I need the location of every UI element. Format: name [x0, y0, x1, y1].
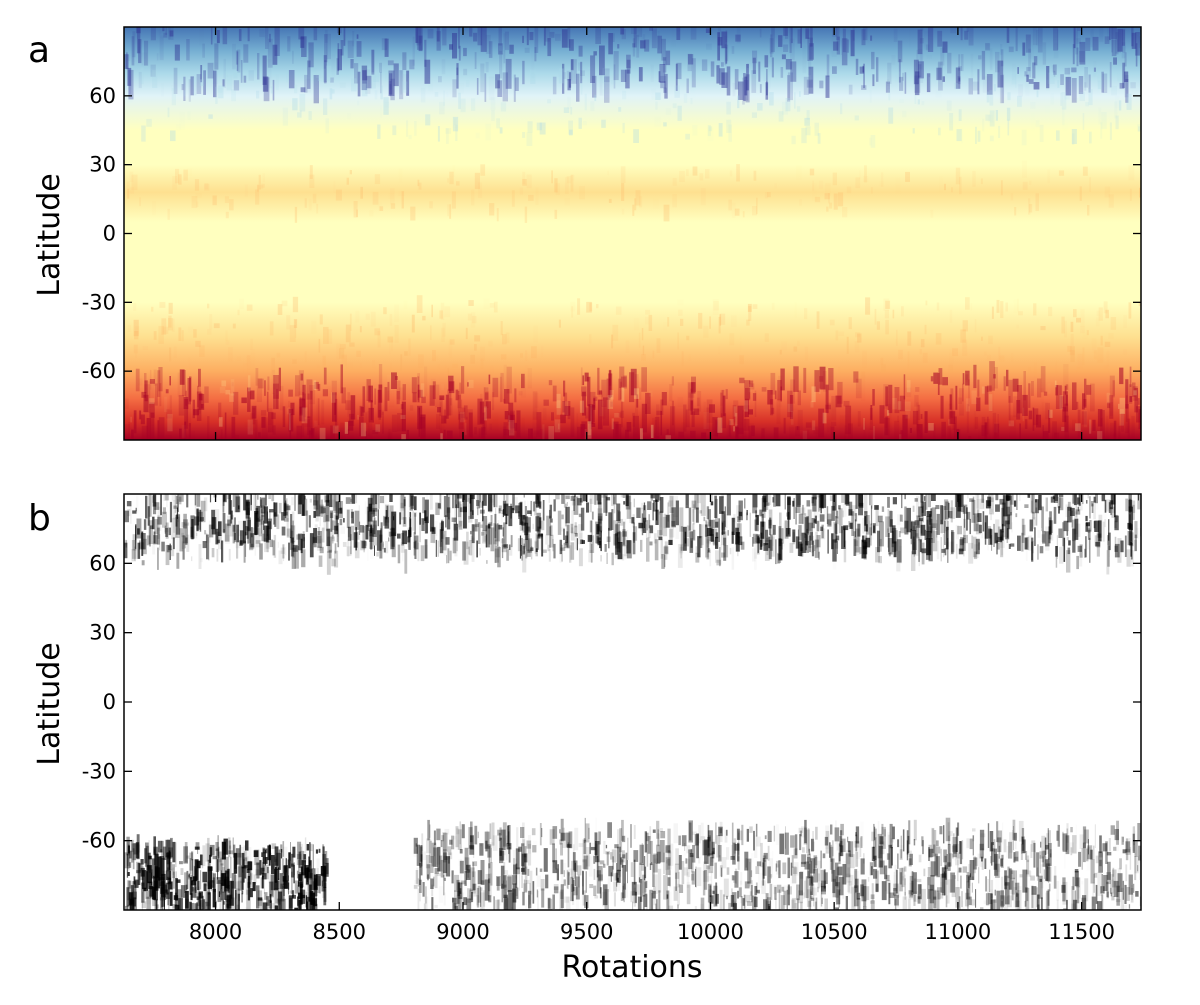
- x-tick-label: 11000: [924, 920, 991, 944]
- x-tick-label: 8000: [189, 920, 242, 944]
- y-tick-label: -30: [82, 759, 116, 783]
- panel-b-x-axis: 8000 8500 9000 9500 10000 10500 11000 11500: [189, 494, 1115, 944]
- panel-b-ylabel: Latitude: [32, 642, 67, 765]
- y-tick-label: -30: [82, 290, 116, 314]
- panel-a: a 60 30 0 -30 -60 Latitude: [28, 26, 1142, 441]
- panel-a-y-axis: 60 30 0 -30 -60: [82, 27, 1141, 440]
- panel-b-xlabel: Rotations: [561, 950, 702, 985]
- y-tick-label: -60: [82, 359, 116, 383]
- panel-a-heatmap-texture: [124, 27, 1141, 440]
- y-tick-label: 60: [89, 84, 116, 108]
- x-tick-label: 10500: [801, 920, 868, 944]
- x-tick-label: 11500: [1048, 920, 1115, 944]
- x-tick-label: 8500: [313, 920, 366, 944]
- x-tick-label: 9500: [560, 920, 613, 944]
- panel-b-y-axis: 60 30 0 -30 -60: [82, 551, 1141, 853]
- panel-a-letter: a: [28, 30, 50, 71]
- y-tick-label: 0: [103, 690, 116, 714]
- y-tick-label: 30: [89, 153, 116, 177]
- y-tick-label: 0: [103, 222, 116, 246]
- panel-b-letter: b: [28, 498, 51, 539]
- panel-a-ylabel: Latitude: [32, 173, 67, 296]
- panel-b: b 60 30 0 -30 -60 8000 8500 9000 9500 10000 10500…: [28, 493, 1142, 985]
- y-tick-label: 60: [89, 551, 116, 575]
- y-tick-label: -60: [82, 829, 116, 853]
- x-tick-label: 9000: [436, 920, 489, 944]
- x-tick-label: 10000: [677, 920, 744, 944]
- panel-b-heatmap: [124, 494, 1141, 910]
- panel-b-background: [124, 494, 1141, 910]
- y-tick-label: 30: [89, 621, 116, 645]
